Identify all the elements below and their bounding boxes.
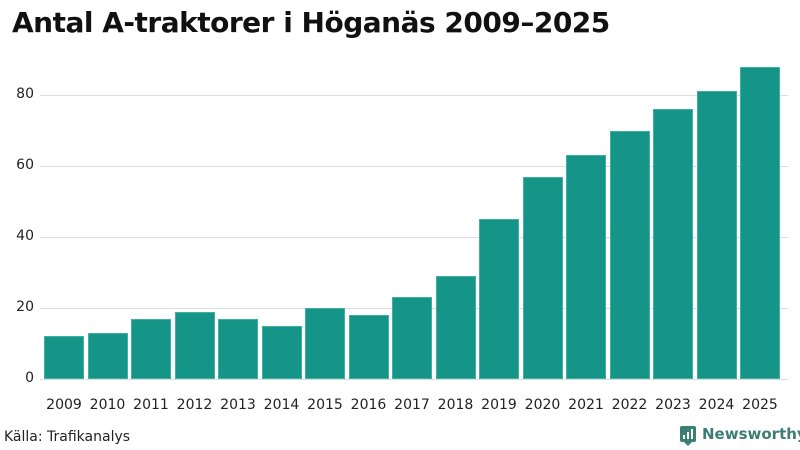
x-tick-label: 2011 bbox=[133, 397, 169, 413]
bar-2024 bbox=[696, 91, 737, 379]
x-tick-label: 2016 bbox=[350, 397, 387, 413]
bar-2013 bbox=[218, 318, 258, 379]
x-tick-label: 2024 bbox=[698, 397, 735, 413]
x-tick-label: 2017 bbox=[394, 397, 430, 413]
gridline bbox=[40, 379, 788, 380]
y-tick-label: 0 bbox=[25, 370, 34, 386]
bar-2019 bbox=[479, 219, 519, 379]
gridline bbox=[40, 237, 788, 238]
x-tick-label: 2013 bbox=[220, 397, 256, 413]
bar-2023 bbox=[653, 109, 693, 379]
bar-2012 bbox=[174, 311, 215, 379]
bar-2011 bbox=[131, 318, 171, 379]
x-tick-label: 2025 bbox=[742, 397, 778, 413]
newsworthy-logo: Newsworthy bbox=[680, 425, 800, 446]
bar-2014 bbox=[261, 325, 302, 379]
brand-name: Newsworthy bbox=[702, 425, 800, 443]
x-tick-label: 2023 bbox=[655, 397, 691, 413]
bar-chart-icon bbox=[680, 426, 696, 446]
bar-2009 bbox=[44, 336, 84, 379]
bar-2017 bbox=[392, 297, 432, 379]
x-tick-label: 2019 bbox=[481, 397, 517, 413]
x-tick-label: 2010 bbox=[89, 397, 126, 413]
x-tick-label: 2014 bbox=[263, 397, 300, 413]
y-tick-label: 20 bbox=[16, 299, 34, 315]
bar-2010 bbox=[87, 332, 128, 379]
bar-2018 bbox=[435, 276, 476, 379]
y-tick-label: 80 bbox=[16, 86, 34, 102]
x-tick-label: 2020 bbox=[524, 397, 561, 413]
x-tick-label: 2012 bbox=[176, 397, 213, 413]
x-tick-label: 2015 bbox=[307, 397, 343, 413]
bar-2025 bbox=[740, 66, 780, 379]
bar-2021 bbox=[566, 155, 606, 379]
x-tick-label: 2018 bbox=[437, 397, 474, 413]
gridline bbox=[40, 166, 788, 167]
x-tick-label: 2022 bbox=[611, 397, 648, 413]
x-tick-label: 2009 bbox=[46, 397, 82, 413]
source-note: Källa: Trafikanalys bbox=[4, 429, 131, 445]
x-tick-label: 2021 bbox=[568, 397, 604, 413]
bar-2022 bbox=[609, 130, 650, 379]
gridline bbox=[40, 95, 788, 96]
chart-title: Antal A-traktorer i Höganäs 2009–2025 bbox=[12, 6, 610, 39]
y-tick-label: 60 bbox=[16, 157, 34, 173]
y-tick-label: 40 bbox=[16, 228, 34, 244]
bar-2020 bbox=[522, 176, 563, 379]
bar-2016 bbox=[348, 315, 389, 379]
bar-2015 bbox=[305, 308, 345, 379]
